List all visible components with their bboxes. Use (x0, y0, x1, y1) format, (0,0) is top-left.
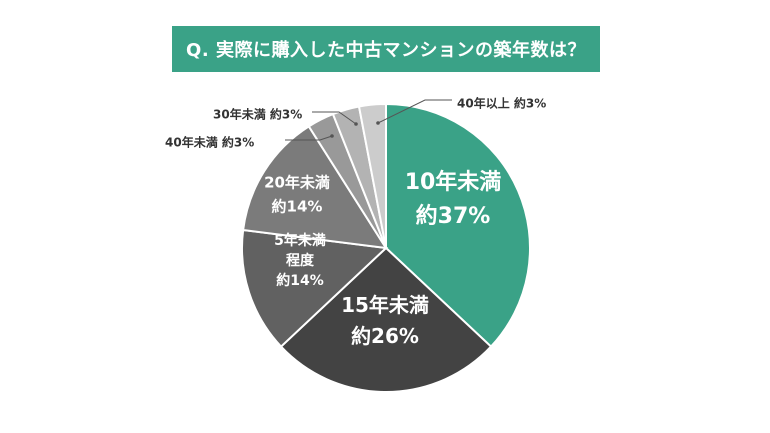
slice-label-0-line-0: 10年未満 (405, 169, 502, 195)
chart-title: Q. 実際に購入した中古マンションの築年数は？ (172, 26, 600, 72)
slice-label-3-line-1: 約14% (272, 198, 323, 216)
pie-slice-1 (279, 246, 493, 393)
slice-label-5-line-0: 30年未満 約3% (213, 107, 302, 122)
slice-label-2-line-1: 程度 (286, 252, 315, 269)
leader-line-4 (285, 135, 333, 141)
slice-label-4-line-0: 40年未満 約3% (165, 135, 254, 150)
slice-label-1-line-1: 約26% (351, 324, 419, 348)
slice-label-3-line-0: 20年未満 (264, 174, 330, 192)
pie-slice-0 (385, 102, 531, 348)
slice-label-2-line-2: 約14% (276, 272, 324, 289)
slice-label-2-line-0: 5年未満 (274, 232, 326, 249)
slice-label-6-line-0: 40年以上 約3% (457, 96, 546, 111)
pie-slice-3 (242, 125, 388, 250)
slice-label-0-line-1: 約37% (416, 203, 491, 229)
pie-slice-2 (241, 228, 389, 348)
pie-slice-6 (357, 102, 387, 249)
leader-line-6 (377, 99, 452, 124)
leader-line-5 (312, 111, 357, 125)
slice-label-1-line-0: 15年未満 (341, 293, 429, 317)
leader-dot-6 (376, 121, 380, 125)
leader-dot-4 (330, 134, 334, 138)
leader-dot-5 (354, 122, 358, 126)
